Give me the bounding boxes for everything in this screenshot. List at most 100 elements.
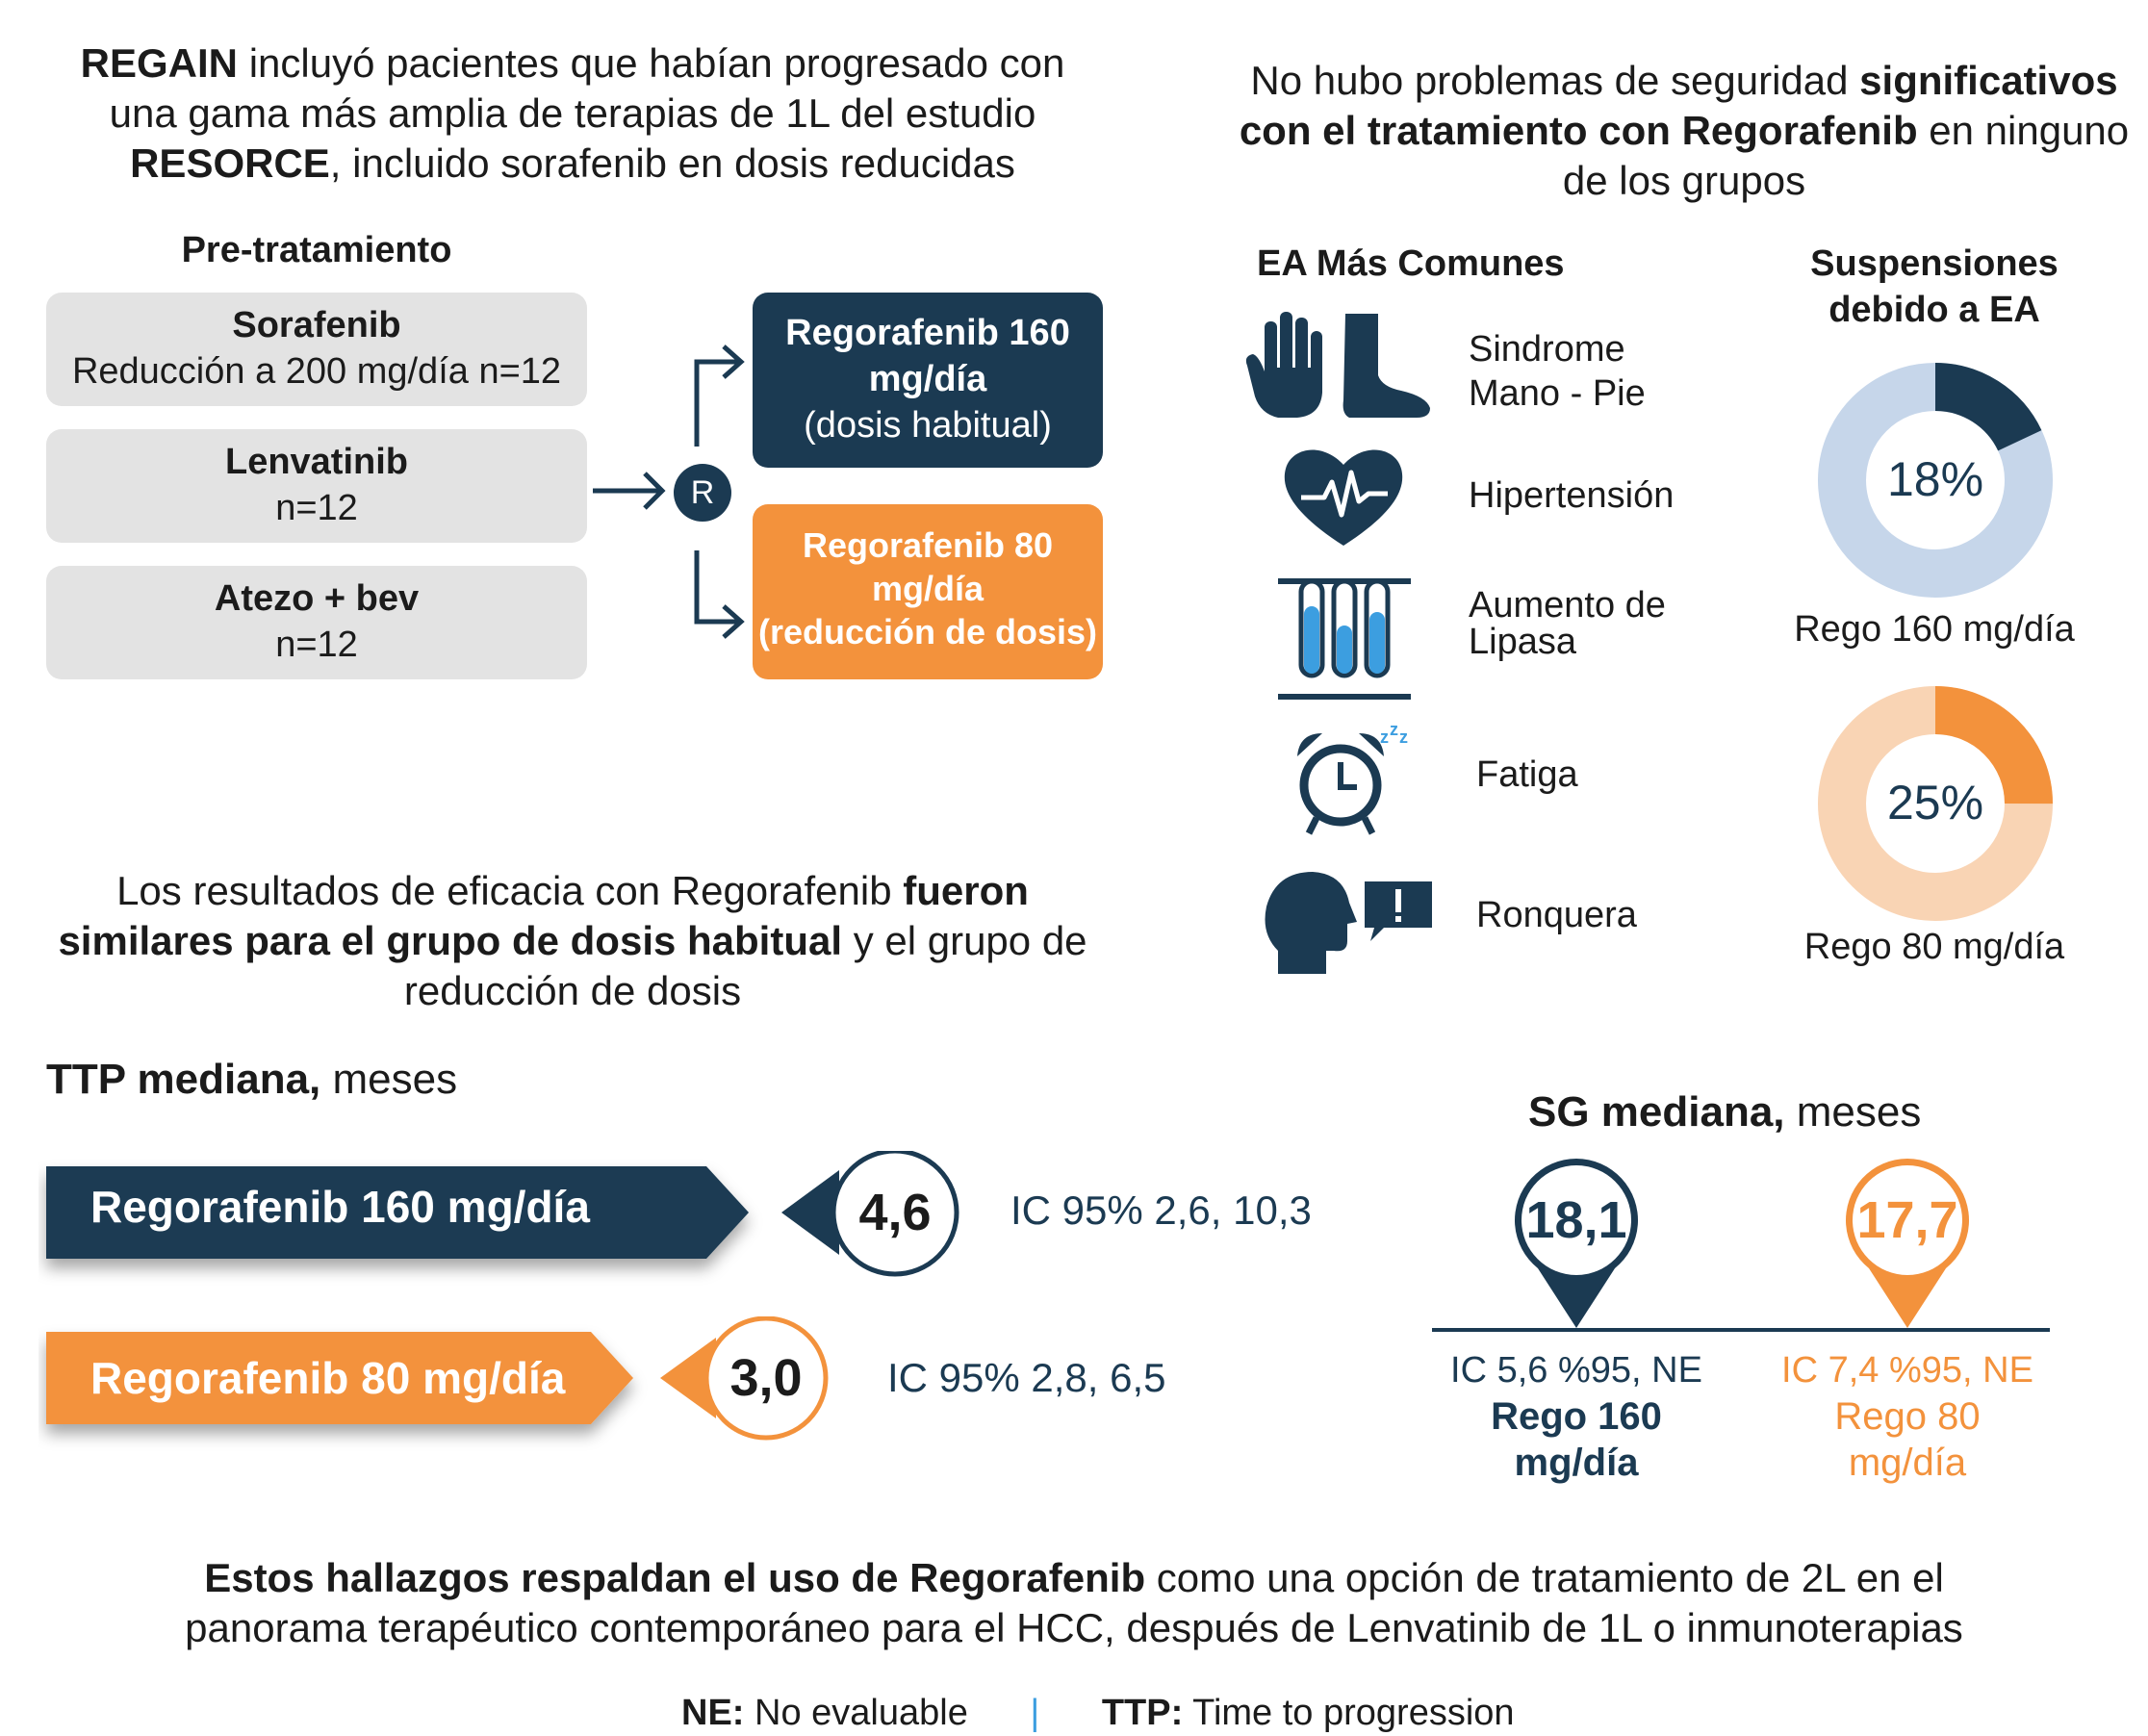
ae-lipase: Aumento de Lipasa	[1469, 587, 1666, 660]
hand-foot-icon	[1245, 312, 1430, 418]
footnote-ttp-abbr: TTP:	[1101, 1693, 1184, 1733]
ttp-ci: IC 95% 2,8, 6,5	[887, 1355, 1166, 1400]
head-speech-icon	[1265, 872, 1432, 974]
footnote-ne-abbr: NE:	[681, 1693, 745, 1733]
os-pin-inner	[1853, 1165, 1962, 1275]
arm-low-dose: Regorafenib 80 mg/día (reducción de dosi…	[753, 504, 1103, 679]
donut-value: 25%	[1886, 776, 1984, 830]
arm-line: mg/día	[871, 569, 984, 608]
os-label-line: mg/día	[1848, 1442, 1967, 1484]
efficacy-bold-2: similares para el grupo de dosis habitua…	[58, 918, 843, 963]
randomize-label: R	[690, 474, 715, 511]
pretreatment-name: Lenvatinib	[224, 442, 409, 482]
os-ci: IC 7,4 %95, NE	[1781, 1350, 2033, 1391]
ae-label-line: Hipertensión	[1469, 475, 1675, 516]
arm-line: Regorafenib 160	[785, 313, 1070, 353]
pretreatment-atezo-bev: Atezo + bev n=12	[46, 566, 587, 679]
safety-text-2: en ninguno	[1917, 108, 2130, 153]
ae-hypertension: Hipertensión	[1469, 473, 1674, 518]
efficacy-text-2: y el grupo de	[842, 918, 1087, 963]
os-value: 17,7	[1856, 1191, 1958, 1249]
svg-text:z: z	[1390, 720, 1398, 739]
ttp-value-circle	[703, 1316, 829, 1441]
ae-label-line: Fatiga	[1476, 754, 1578, 795]
os-label-line: Rego 80	[1834, 1395, 1981, 1438]
efficacy-text-1: Los resultados de eficacia con Regorafen…	[116, 868, 904, 913]
ae-label-line: Mano - Pie	[1469, 373, 1646, 414]
footnote-ne-text: No evaluable	[744, 1693, 968, 1733]
safety-heading: No hubo problemas de seguridad significa…	[1232, 56, 2136, 206]
pretreatment-detail: n=12	[275, 488, 358, 528]
heading-text-1: incluyó pacientes que habían progresado …	[238, 40, 1065, 86]
pretreatment-detail: Reducción a 200 mg/día n=12	[71, 351, 562, 392]
efficacy-text-3: reducción de dosis	[403, 968, 742, 1013]
os-label-line: mg/día	[1514, 1442, 1639, 1484]
donut-rego-160	[1818, 363, 2053, 598]
footnote-separator: |	[1030, 1693, 1040, 1733]
ttp-label: Regorafenib 160 mg/día	[90, 1182, 590, 1232]
branch-down-head	[722, 604, 745, 639]
pretreatment-name: Sorafenib	[232, 305, 401, 345]
arm-line: (dosis habitual)	[804, 405, 1052, 446]
donut-arc	[1818, 686, 2053, 921]
safety-bold-1: significativos	[1859, 58, 2118, 103]
os-label-rego-80: Rego 80 mg/día	[1753, 1393, 2061, 1486]
ttp-banner	[46, 1332, 633, 1424]
conclusion-text-1: como una opción de tratamiento de 2L en …	[1145, 1555, 1944, 1600]
arm-high-dose: Regorafenib 160 mg/día (dosis habitual)	[753, 293, 1103, 468]
os-title-bold: SG mediana,	[1528, 1088, 1785, 1136]
pretreatment-title: Pre-tratamiento	[181, 230, 452, 270]
randomize-circle	[674, 464, 731, 522]
ttp-title: TTP mediana, meses	[46, 1053, 457, 1107]
ae-hoarseness: Ronquera	[1476, 893, 1637, 937]
os-label-rego-160: Rego 160 mg/día	[1422, 1393, 1730, 1486]
ae-label-line: Sindrome	[1469, 329, 1625, 370]
os-value: 18,1	[1525, 1191, 1627, 1249]
discontinuation-title: Suspensiones debido a EA	[1771, 241, 2098, 333]
safety-bold-2: con el tratamiento con Regorafenib	[1239, 108, 1918, 153]
ttp-title-bold: TTP mediana,	[46, 1056, 321, 1103]
arm-line: Regorafenib 80	[802, 525, 1054, 565]
donut-rego-80	[1818, 686, 2053, 921]
os-title-text: meses	[1784, 1088, 1922, 1136]
heart-icon	[1284, 449, 1403, 546]
resorce-keyword: RESORCE	[130, 140, 330, 186]
ttp-row-rego-160	[46, 1151, 959, 1277]
randomization-arrows	[593, 345, 745, 639]
donut-value: 18%	[1886, 452, 1984, 506]
efficacy-heading: Los resultados de eficacia con Regorafen…	[38, 866, 1107, 1016]
donut-caption: Rego 160 mg/día	[1794, 609, 2075, 650]
ae-hand-foot: Sindrome Mano - Pie	[1469, 327, 1646, 416]
ae-fatigue: Fatiga	[1476, 753, 1578, 797]
safety-text-1: No hubo problemas de seguridad	[1250, 58, 1860, 103]
ttp-value: 4,6	[858, 1184, 932, 1241]
branch-up-head	[722, 345, 745, 379]
ae-label-line: Ronquera	[1476, 895, 1637, 935]
conclusion: Estos hallazgos respaldan el uso de Rego…	[38, 1553, 2110, 1653]
pretreatment-detail: n=12	[275, 625, 358, 665]
donut-caption: Rego 80 mg/día	[1803, 927, 2065, 967]
arm-line: (reducción de dosis)	[757, 612, 1098, 651]
arrow-head	[643, 472, 666, 510]
footnote: NE: No evaluable | TTP: Time to progress…	[681, 1690, 1515, 1736]
ttp-label: Regorafenib 80 mg/día	[90, 1353, 566, 1403]
conclusion-text-2: panorama terapéutico contemporáneo para …	[185, 1605, 1963, 1650]
ttp-value: 3,0	[729, 1349, 803, 1407]
regain-heading: REGAIN incluyó pacientes que habían prog…	[38, 38, 1107, 189]
os-ci: IC 5,6 %95, NE	[1450, 1350, 1702, 1391]
test-tubes-icon	[1278, 578, 1411, 700]
ttp-ci: IC 95% 2,6, 10,3	[1010, 1187, 1312, 1233]
pretreatment-sorafenib: Sorafenib Reducción a 200 mg/día n=12	[46, 293, 587, 406]
svg-text:z: z	[1380, 728, 1389, 747]
ttp-row-rego-80	[46, 1316, 829, 1441]
ttp-value-circle	[831, 1151, 959, 1277]
pretreatment-lenvatinib: Lenvatinib n=12	[46, 429, 587, 543]
os-pins	[1432, 1159, 2050, 1332]
ae-label-line: Aumento de	[1469, 585, 1666, 625]
footnote-ttp-text: Time to progression	[1183, 1693, 1515, 1733]
conclusion-bold: Estos hallazgos respaldan el uso de Rego…	[204, 1555, 1146, 1600]
branch-up-line	[694, 359, 739, 447]
discontinuation-title-2: debido a EA	[1828, 290, 2040, 330]
donut-arc	[1818, 363, 2053, 598]
heading-text-3: , incluido sorafenib en dosis reducidas	[329, 140, 1015, 186]
